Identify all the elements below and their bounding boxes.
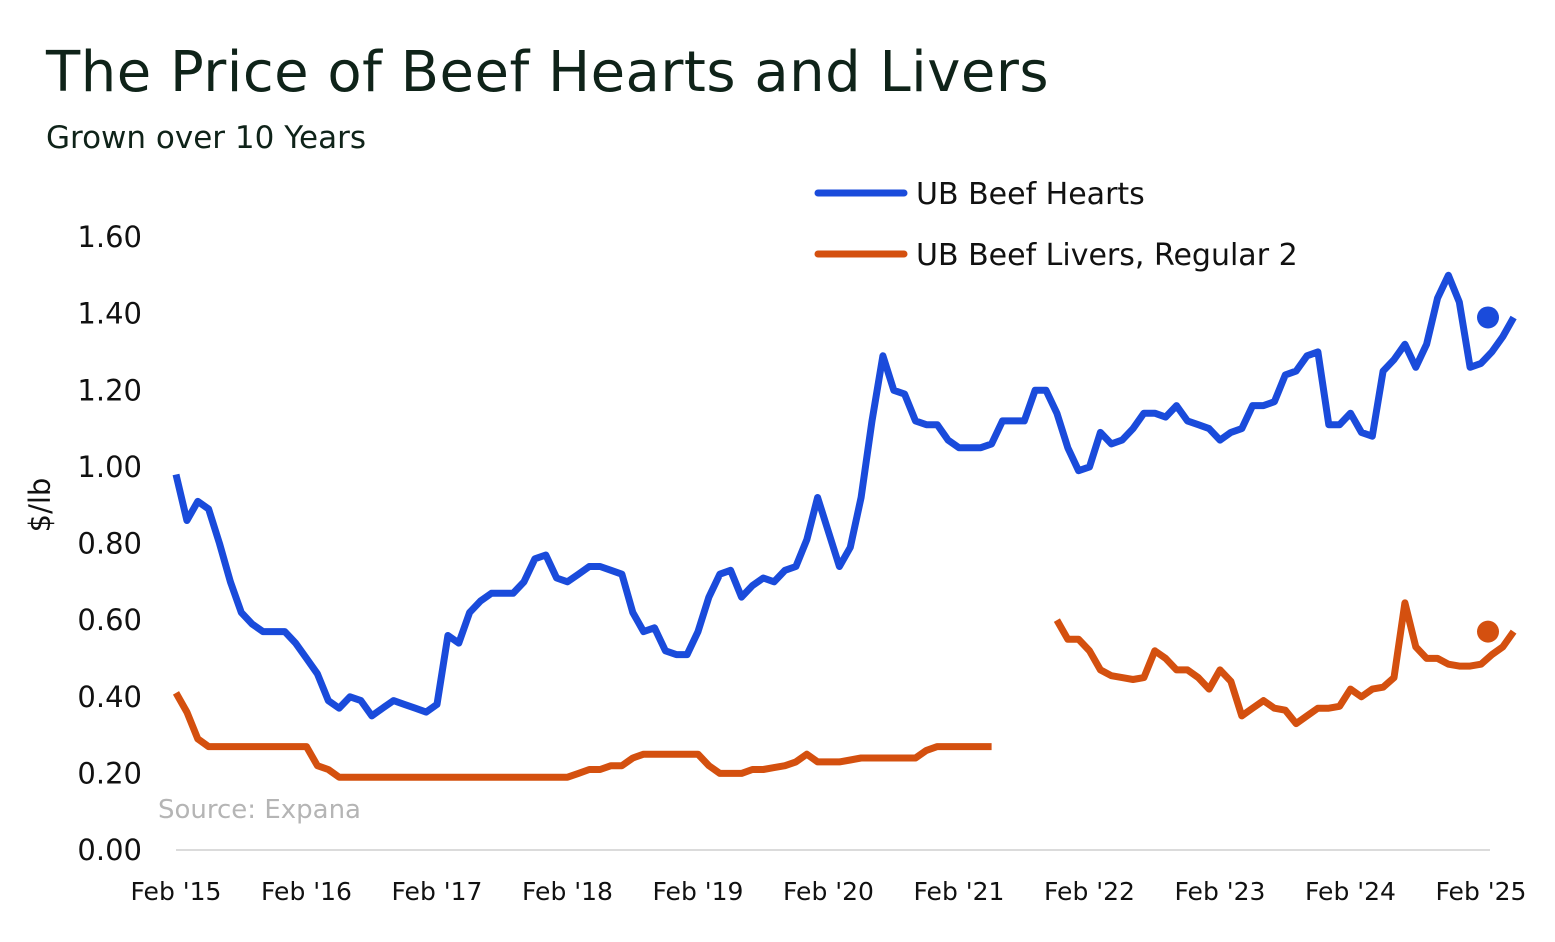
y-axis: 0.00 0.20 0.40 0.60 0.80 1.00 1.20 1.40 1.60 — [77, 220, 142, 867]
series-end-marker — [1477, 306, 1499, 329]
x-tick-label: Feb '22 — [1044, 877, 1135, 906]
x-tick-label: Feb '25 — [1436, 877, 1527, 906]
series-end-marker — [1477, 620, 1499, 643]
legend-label: UB Beef Hearts — [916, 177, 1145, 212]
y-axis-label: $/lb — [23, 478, 57, 533]
x-tick-label: Feb '17 — [392, 877, 483, 906]
y-tick-label: 0.80 — [77, 527, 142, 561]
source-note: Source: Expana — [158, 795, 361, 825]
y-tick-label: 0.60 — [77, 603, 142, 637]
x-tick-label: Feb '24 — [1305, 877, 1396, 906]
x-tick-label: Feb '18 — [522, 877, 613, 906]
y-tick-label: 1.20 — [77, 373, 142, 407]
x-tick-label: Feb '15 — [131, 877, 222, 906]
x-tick-label: Feb '21 — [914, 877, 1005, 906]
x-tick-label: Feb '23 — [1175, 877, 1266, 906]
x-axis: Feb '15 Feb '16 Feb '17 Feb '18 Feb '19 Feb '… — [131, 849, 1527, 906]
y-tick-label: 1.00 — [77, 450, 142, 484]
y-tick-label: 0.20 — [77, 756, 142, 790]
x-tick-label: Feb '20 — [783, 877, 874, 906]
y-tick-label: 0.40 — [77, 680, 142, 714]
series-line-beef-livers — [1053, 599, 1517, 728]
x-tick-label: Feb '19 — [653, 877, 744, 906]
legend: UB Beef Hearts UB Beef Livers, Regular 2 — [814, 177, 1298, 273]
series-line-beef-livers — [172, 691, 992, 781]
series-line-beef-hearts — [172, 271, 1517, 720]
legend-label: UB Beef Livers, Regular 2 — [916, 238, 1298, 273]
y-tick-label: 0.00 — [77, 833, 142, 867]
x-tick-label: Feb '16 — [261, 877, 352, 906]
chart-subtitle: Grown over 10 Years — [46, 120, 366, 156]
series-layer — [172, 271, 1517, 781]
y-tick-label: 1.40 — [77, 297, 142, 331]
y-tick-label: 1.60 — [77, 220, 142, 254]
chart-title: The Price of Beef Hearts and Livers — [46, 40, 1050, 105]
